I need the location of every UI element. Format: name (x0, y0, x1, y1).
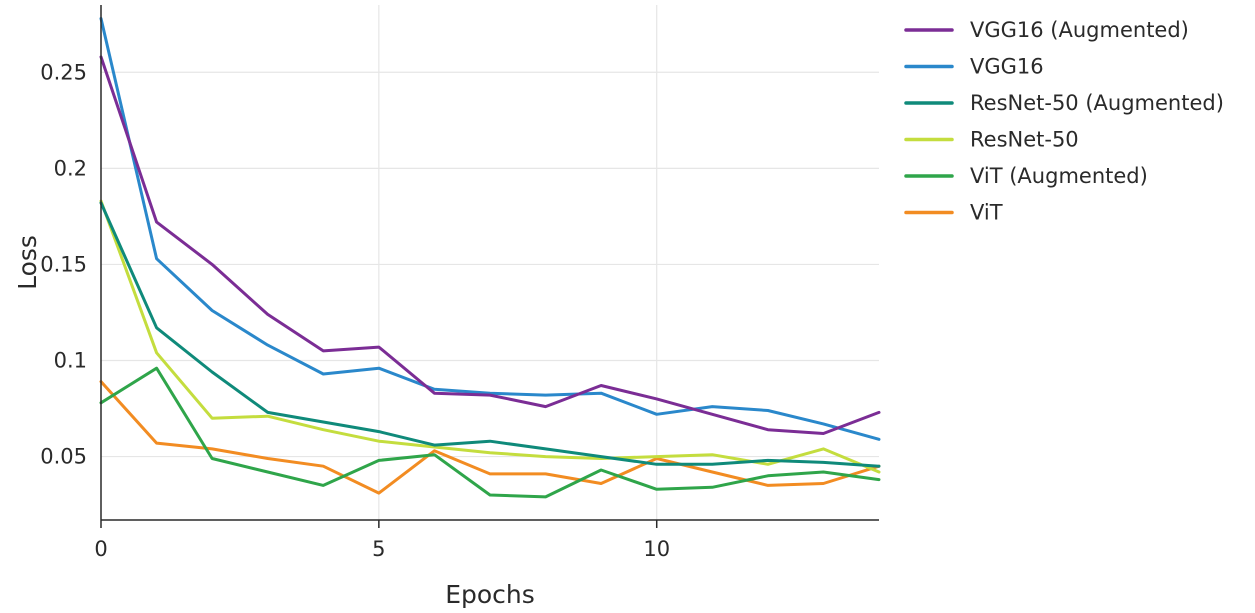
axes (100, 5, 879, 521)
legend-item: VGG16 (Augmented) (904, 18, 1189, 42)
legend-label: ResNet-50 (Augmented) (970, 91, 1224, 115)
series-lines (99, 17, 881, 499)
legend-label: ResNet-50 (970, 128, 1079, 152)
legend-label: ViT (Augmented) (970, 164, 1148, 188)
legend-item: ViT (Augmented) (904, 164, 1148, 188)
x-tick-label: 0 (94, 537, 107, 561)
x-tick-label: 10 (643, 537, 670, 561)
y-tick-label: 0.05 (40, 445, 87, 469)
x-axis-title: Epochs (445, 580, 535, 609)
legend-item: ResNet-50 (904, 128, 1079, 152)
legend: VGG16 (Augmented) VGG16 ResNet-50 (Augment… (904, 18, 1224, 225)
y-tick-label: 0.25 (40, 60, 87, 84)
series-line-3 (99, 199, 881, 474)
series-line-4 (99, 366, 881, 499)
legend-item: VGG16 (904, 55, 1044, 79)
y-axis-title: Loss (13, 235, 42, 290)
y-tick-label: 0.1 (54, 349, 87, 373)
series-line-0 (99, 55, 881, 435)
x-axis-ticks: 0 5 10 (94, 520, 670, 561)
y-tick-label: 0.15 (40, 252, 87, 276)
legend-label: VGG16 (970, 55, 1044, 79)
grid-lines (101, 5, 879, 520)
series-line-2 (99, 201, 881, 468)
legend-item: ViT (904, 201, 1003, 225)
y-tick-label: 0.2 (54, 156, 87, 180)
y-axis-ticks: 0.05 0.1 0.15 0.2 0.25 (40, 60, 87, 468)
series-line-1 (99, 17, 881, 441)
legend-label: ViT (970, 201, 1003, 225)
legend-label: VGG16 (Augmented) (970, 18, 1189, 42)
x-tick-label: 5 (372, 537, 385, 561)
legend-item: ResNet-50 (Augmented) (904, 91, 1224, 115)
